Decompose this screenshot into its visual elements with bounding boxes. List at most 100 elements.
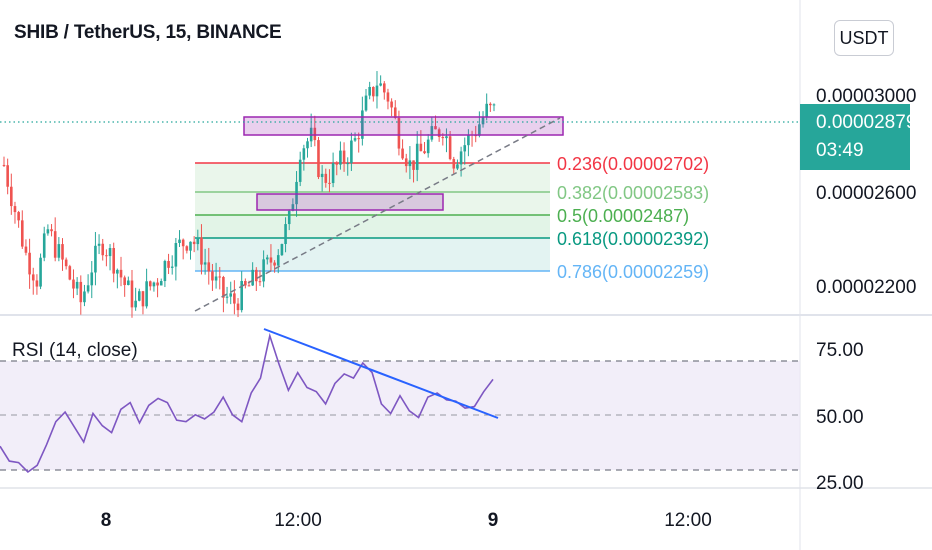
candle xyxy=(276,249,280,274)
candle-body xyxy=(105,255,108,257)
candle xyxy=(189,241,192,260)
candle-body xyxy=(90,272,94,286)
candle-body xyxy=(445,136,448,139)
rsi-axis-label: 75.00 xyxy=(816,340,864,361)
candle-body xyxy=(233,293,236,304)
candle xyxy=(90,261,94,299)
candle xyxy=(412,160,415,183)
candle xyxy=(456,159,459,171)
candle-body xyxy=(244,280,247,286)
candle-body xyxy=(357,138,361,140)
candle xyxy=(467,129,470,157)
candle xyxy=(335,161,339,176)
candle xyxy=(119,256,123,287)
candle-body xyxy=(13,206,17,213)
candle-body xyxy=(361,110,364,139)
candle-body xyxy=(456,164,459,169)
candle-body xyxy=(287,210,291,225)
candle xyxy=(185,245,189,254)
bar-countdown: 03:49 xyxy=(816,140,864,161)
candle xyxy=(127,276,130,286)
candle-body xyxy=(178,239,181,244)
candle xyxy=(251,262,254,286)
candle-body xyxy=(225,296,229,298)
price-axis-label: 0.00003000 xyxy=(816,86,916,107)
candle xyxy=(386,88,390,110)
candle xyxy=(79,275,83,315)
candle-body xyxy=(167,260,170,268)
currency-button[interactable]: USDT xyxy=(834,20,894,56)
candle-body xyxy=(452,159,456,169)
candle-body xyxy=(20,220,24,247)
candle-body xyxy=(28,252,31,275)
candle-body xyxy=(134,300,137,308)
candle xyxy=(207,247,211,285)
candle-body xyxy=(137,291,141,301)
candle-body xyxy=(382,83,386,93)
rsi-axis-label: 50.00 xyxy=(816,407,864,428)
candle-body xyxy=(6,165,9,187)
candle xyxy=(61,238,64,271)
candle xyxy=(426,134,430,158)
candle xyxy=(404,153,408,173)
resistance-rectangle xyxy=(243,116,564,136)
candle-body xyxy=(116,269,119,274)
fib-level-label: 0.382(0.00002583) xyxy=(557,183,709,203)
rsi-indicator-title[interactable]: RSI (14, close) xyxy=(12,340,138,361)
candle xyxy=(196,229,200,251)
candle xyxy=(372,86,375,102)
candle-body xyxy=(163,260,167,282)
candle-body xyxy=(284,224,287,245)
candle-body xyxy=(185,246,189,251)
candle-body xyxy=(10,186,13,207)
candle xyxy=(105,249,108,267)
candle xyxy=(489,102,492,112)
candle-body xyxy=(335,163,339,165)
candle-body xyxy=(50,229,53,232)
candle-body xyxy=(434,126,437,130)
candle xyxy=(244,278,247,289)
candle-body xyxy=(251,269,254,286)
candle xyxy=(10,173,13,215)
candle-body xyxy=(295,181,298,205)
candle xyxy=(203,248,207,275)
candle xyxy=(218,267,222,290)
candle-body xyxy=(467,134,470,146)
candle-body xyxy=(170,266,174,268)
candle xyxy=(86,274,90,294)
candle-body xyxy=(39,257,42,287)
candle-body xyxy=(72,279,75,289)
candle xyxy=(57,237,61,262)
candle xyxy=(368,81,371,100)
candle-body xyxy=(181,239,185,247)
candle-body xyxy=(53,231,57,258)
candle xyxy=(302,144,306,171)
candle xyxy=(112,242,116,283)
candle xyxy=(379,75,382,87)
candle xyxy=(134,287,137,311)
fib-zone-band xyxy=(195,215,550,238)
candle xyxy=(262,250,265,288)
candle xyxy=(452,156,456,174)
candle-body xyxy=(346,163,350,165)
candle xyxy=(72,269,75,299)
candle-body xyxy=(240,280,243,311)
candle-body xyxy=(203,262,207,265)
candle-body xyxy=(419,143,423,152)
time-axis-label: 9 xyxy=(488,510,499,531)
candle xyxy=(123,275,126,297)
candle xyxy=(342,142,346,172)
candle-body xyxy=(448,136,452,160)
candle-body xyxy=(415,143,419,170)
candle-body xyxy=(273,262,276,266)
candle xyxy=(423,141,426,155)
candle xyxy=(170,255,174,275)
fib-zone-band xyxy=(195,238,550,271)
candle-body xyxy=(211,271,214,281)
candle xyxy=(214,262,218,289)
fib-level-label: 0.786(0.00002259) xyxy=(557,262,709,282)
candle-body xyxy=(430,126,434,140)
candle-body xyxy=(350,140,353,164)
candle-body xyxy=(159,281,163,286)
